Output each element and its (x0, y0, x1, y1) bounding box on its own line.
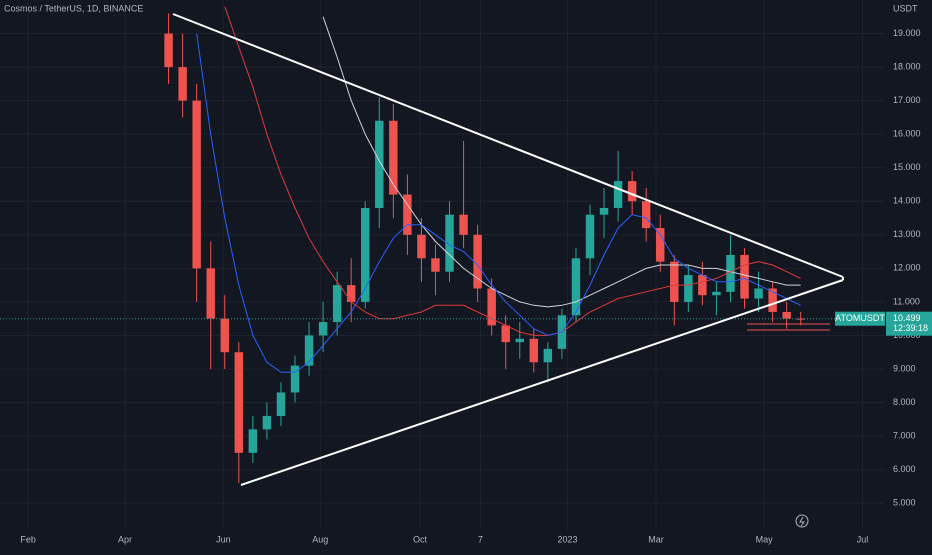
plot-area (0, 6, 885, 484)
candle-body (361, 207, 370, 302)
y-tick-label: 5.000 (893, 498, 916, 508)
x-tick-label: Mar (648, 534, 664, 544)
candle-body (627, 181, 637, 202)
candle-body (164, 33, 173, 68)
candle-body (487, 288, 496, 326)
candle-body (375, 120, 384, 208)
moving-average-line (196, 33, 801, 373)
y-tick-label: 13.000 (893, 229, 921, 239)
candle-body (515, 338, 524, 343)
y-tick-label: 8.000 (893, 397, 916, 407)
symbol-label-box (835, 311, 885, 326)
candle-body (473, 234, 482, 289)
price-label: 10.499 (893, 313, 921, 323)
candle-body (248, 429, 258, 453)
candle-body (332, 285, 342, 323)
candle-body (782, 311, 791, 319)
countdown-label: 12:39:18 (893, 323, 928, 333)
symbol-label: ATOMUSDT (835, 313, 885, 323)
replay-icon[interactable] (795, 514, 809, 528)
candle-body (585, 214, 595, 259)
candle-body (262, 415, 272, 430)
candle-body (290, 365, 300, 393)
triangle-lower-line (240, 279, 844, 486)
candle-body (684, 275, 693, 302)
candle-body (656, 228, 665, 262)
candle-body (726, 254, 735, 292)
candle-body (529, 338, 539, 363)
candle-body (543, 348, 553, 363)
x-tick-label: Oct (413, 534, 428, 544)
price-label-box (886, 311, 932, 336)
candle-body (178, 67, 187, 101)
candle-body (346, 285, 356, 302)
candle-body (740, 254, 749, 299)
y-tick-label: 16.000 (893, 129, 921, 139)
candle-body (304, 335, 314, 366)
triangle-upper-line (172, 13, 844, 278)
trend-drawings (172, 13, 844, 486)
x-tick-label: Aug (312, 534, 328, 544)
y-tick-label: 18.000 (893, 61, 921, 71)
y-tick-label: 15.000 (893, 162, 921, 172)
candle-body (234, 352, 244, 453)
candle-body (599, 207, 609, 215)
candle-body (192, 100, 201, 269)
candle-body (571, 258, 581, 316)
x-tick-label: Jun (216, 534, 231, 544)
candle-body (501, 325, 510, 343)
y-tick-label: 19.000 (893, 28, 921, 38)
y-tick-label: 17.000 (893, 95, 921, 105)
candle-body (403, 194, 412, 235)
candle-body (276, 392, 286, 416)
x-tick-label: Apr (118, 534, 132, 544)
candle-body (431, 258, 440, 272)
grid (0, 0, 885, 530)
y-tick-label: 9.000 (893, 363, 916, 373)
moving-average-line (322, 16, 801, 308)
candle-body (206, 268, 215, 319)
candle-body (613, 181, 623, 208)
candle-body (712, 291, 721, 296)
y-tick-label: 12.000 (893, 263, 921, 273)
y-tick-label: 6.000 (893, 464, 916, 474)
chart-title: Cosmos / TetherUS, 1D, BINANCE (4, 3, 143, 13)
candle-body (768, 288, 777, 312)
candle-body (641, 201, 651, 229)
y-tick-label: 11.000 (893, 296, 920, 306)
replay-icon-bolt (799, 516, 805, 527)
x-tick-label: Jul (857, 534, 869, 544)
x-tick-label: Feb (20, 534, 36, 544)
x-tick-label: May (756, 534, 774, 544)
y-tick-label: 14.000 (893, 196, 921, 206)
candle-body (698, 275, 707, 296)
candle-body (670, 261, 679, 302)
candle-body (318, 322, 328, 336)
candle-body (220, 318, 229, 353)
candle-body (796, 318, 805, 320)
y-tick-label: 7.000 (893, 430, 916, 440)
moving-average-line (224, 6, 801, 336)
y-axis-label: USDT (893, 3, 918, 13)
candle-body (417, 234, 426, 259)
candle-body (754, 288, 763, 299)
candle-body (445, 214, 454, 272)
candle-body (389, 120, 398, 195)
axes: 5.0006.0007.0008.0009.00010.00011.00012.… (20, 28, 932, 544)
x-tick-label: 7 (478, 534, 483, 544)
candle-body (459, 214, 468, 235)
x-tick-label: 2023 (558, 534, 578, 544)
